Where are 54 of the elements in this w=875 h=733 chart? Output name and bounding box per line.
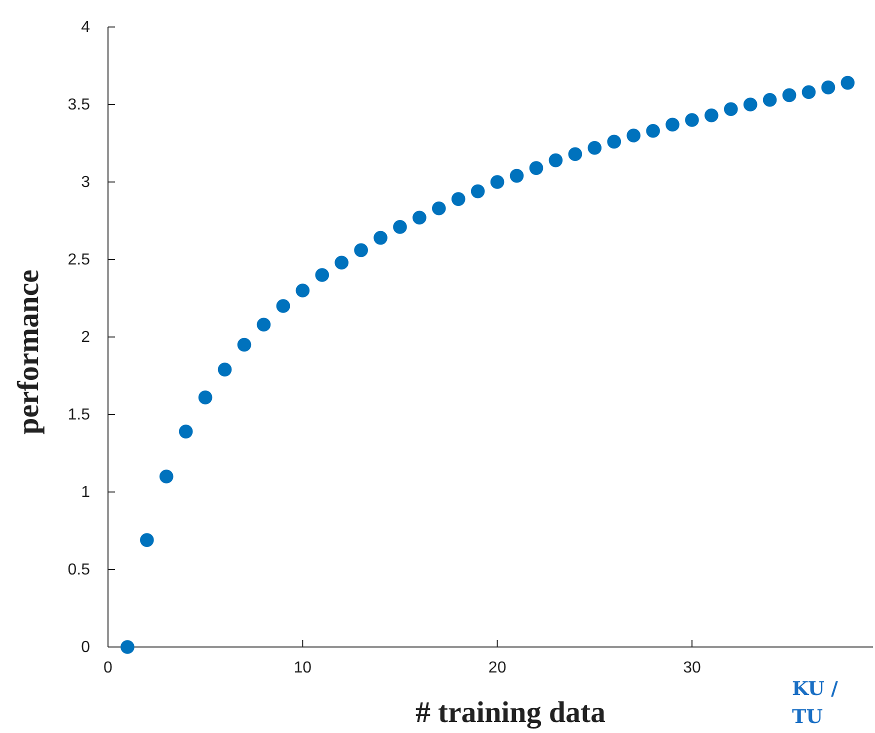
point bbox=[237, 338, 252, 352]
point bbox=[334, 256, 348, 270]
y-tick-label: 4 bbox=[81, 19, 90, 36]
point bbox=[626, 128, 640, 142]
point bbox=[159, 470, 174, 484]
text: KU / TU bbox=[792, 678, 838, 728]
point bbox=[198, 390, 212, 404]
point bbox=[218, 362, 232, 376]
point bbox=[374, 230, 388, 245]
point bbox=[588, 141, 602, 155]
y-tick-label: 2.5 bbox=[68, 252, 90, 269]
point bbox=[762, 92, 777, 107]
y-tick-label: 1.5 bbox=[68, 406, 90, 424]
point bbox=[782, 88, 796, 102]
x-tick-label: 10 bbox=[294, 659, 312, 676]
point bbox=[451, 192, 466, 206]
point bbox=[607, 134, 622, 149]
point bbox=[821, 80, 836, 94]
point bbox=[568, 147, 582, 161]
point bbox=[724, 102, 738, 116]
point bbox=[354, 243, 368, 258]
y-tick-label: 3 bbox=[81, 174, 90, 192]
point bbox=[510, 168, 524, 183]
point bbox=[704, 108, 718, 122]
point bbox=[178, 424, 193, 438]
point bbox=[802, 85, 816, 99]
y-tick-label: 2 bbox=[81, 329, 90, 346]
point bbox=[529, 161, 544, 175]
y-tick-label: 1 bbox=[81, 484, 90, 502]
x-tick-label: 20 bbox=[488, 659, 506, 676]
y-tick-label: 3.5 bbox=[68, 96, 90, 114]
y-axis-title: performance bbox=[12, 270, 45, 434]
point bbox=[393, 220, 407, 234]
point bbox=[296, 284, 310, 298]
y-tick-label: 0 bbox=[81, 639, 90, 656]
point bbox=[140, 533, 154, 547]
point bbox=[646, 124, 660, 138]
point bbox=[315, 268, 330, 282]
point bbox=[470, 184, 485, 198]
point bbox=[256, 318, 271, 332]
point bbox=[743, 98, 758, 112]
point bbox=[666, 118, 680, 132]
point bbox=[840, 76, 855, 90]
point bbox=[685, 113, 699, 127]
point bbox=[490, 175, 504, 189]
y-tick-label: 0.5 bbox=[68, 562, 90, 579]
point bbox=[120, 640, 134, 654]
point bbox=[412, 210, 426, 225]
point bbox=[276, 299, 290, 313]
x-tick-label: 30 bbox=[683, 659, 701, 676]
point bbox=[548, 153, 563, 168]
x-axis-title: # training data bbox=[415, 696, 606, 729]
x-tick-label: 0 bbox=[104, 659, 113, 676]
point bbox=[432, 201, 446, 216]
